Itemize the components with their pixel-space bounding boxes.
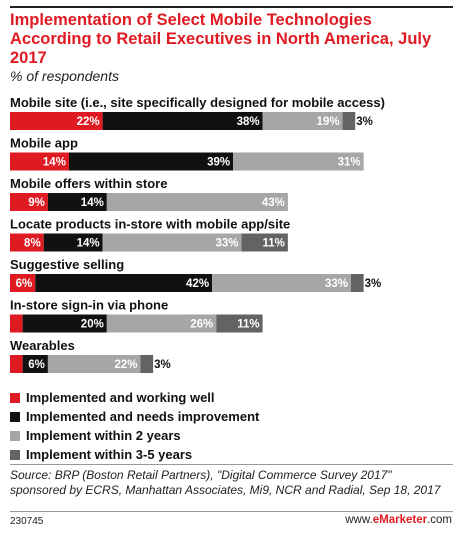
data-label: 9% — [28, 197, 45, 209]
data-label: 14% — [77, 238, 100, 250]
data-label: 14% — [81, 197, 104, 209]
legend-swatch-needs-improvement — [10, 411, 20, 422]
data-label: 3% — [365, 278, 382, 290]
source-note: Source: BRP (Boston Retail Partners), "D… — [10, 468, 441, 497]
data-label: 31% — [338, 157, 361, 169]
data-label: 26% — [190, 319, 213, 331]
data-label: 39% — [207, 157, 230, 169]
data-label: 8% — [24, 238, 41, 250]
data-label: 3% — [154, 359, 171, 371]
data-label: 19% — [317, 116, 340, 128]
category-label-locate-products-in-store-with-mobile-app-site: Locate products in-store with mobile app… — [10, 217, 290, 232]
bar-segment-suggestive-selling-series-0 — [10, 274, 36, 292]
bar-segment-in-store-sign-in-via-series-0 — [10, 314, 23, 333]
chart-subtitle: % of respondents — [10, 68, 119, 84]
legend-item-within-2-years: Implement within 2 years — [10, 426, 259, 445]
bar-segment-mobile-site-i-e-site-series-1 — [102, 112, 263, 130]
footer-rule — [10, 464, 453, 465]
legend-swatch-within-3-5-years — [10, 449, 20, 460]
bar-segment-in-store-sign-in-via-series-3 — [216, 314, 263, 333]
category-label-suggestive-selling: Suggestive selling — [10, 257, 124, 272]
category-label-mobile-offers-within-store: Mobile offers within store — [10, 176, 167, 191]
legend-label: Implemented and needs improvement — [26, 409, 260, 424]
legend-item-within-3-5-years: Implement within 3-5 years — [10, 445, 259, 464]
top-rule — [10, 6, 453, 8]
legend-swatch-implemented-well — [10, 392, 20, 403]
bar-segment-mobile-app-series-2 — [233, 152, 364, 171]
legend-label: Implemented and working well — [26, 390, 215, 405]
bar-segment-wearables-series-3 — [140, 355, 154, 373]
bar-segment-mobile-site-i-e-site-series-0 — [10, 112, 103, 130]
category-label-wearables: Wearables — [10, 338, 75, 353]
bar-segment-mobile-offers-within-series-2 — [106, 193, 288, 211]
bar-segment-locate-products-in-s-series-2 — [102, 233, 242, 252]
bar-segment-mobile-app-series-0 — [10, 152, 69, 171]
footer-bottom-rule — [10, 511, 453, 512]
category-label-in-store-sign-in-via-phone: In-store sign-in via phone — [10, 298, 168, 313]
bar-segment-locate-products-in-s-series-3 — [241, 233, 288, 252]
bar-segment-wearables-series-2 — [47, 355, 141, 373]
legend-item-implemented-well: Implemented and working well — [10, 388, 259, 407]
data-label: 22% — [77, 116, 100, 128]
bar-segment-suggestive-selling-series-2 — [212, 274, 352, 292]
bar-segment-mobile-site-i-e-site-series-2 — [262, 112, 343, 130]
data-label: 22% — [114, 359, 137, 371]
bar-segment-mobile-site-i-e-site-series-3 — [342, 112, 356, 130]
chart-title: Implementation of Select Mobile Technolo… — [10, 11, 432, 67]
data-label: 3% — [356, 116, 373, 128]
bar-segment-locate-products-in-s-series-0 — [10, 233, 44, 252]
bar-segment-mobile-offers-within-series-1 — [47, 193, 107, 211]
bar-segment-wearables-series-1 — [22, 355, 48, 373]
data-label: 20% — [81, 319, 104, 331]
bar-segment-mobile-offers-within-series-0 — [10, 193, 48, 211]
bar-segment-in-store-sign-in-via-series-1 — [22, 314, 107, 333]
data-label: 42% — [186, 278, 209, 290]
bar-segment-wearables-series-0 — [10, 355, 23, 373]
legend-label: Implement within 2 years — [26, 428, 181, 443]
brand-credit: www.eMarketer.com — [345, 514, 452, 526]
category-label-mobile-site-i-e-site-specifically-designed-for-mobile-access: Mobile site (i.e., site specifically des… — [10, 95, 385, 110]
brand-name: eMarketer — [372, 514, 428, 526]
legend-label: Implement within 3-5 years — [26, 447, 193, 462]
data-label: 6% — [28, 359, 45, 371]
data-label: 11% — [262, 238, 284, 250]
legend-swatch-within-2-years — [10, 430, 20, 441]
legend: Implemented and working well Implemented… — [10, 388, 259, 464]
data-label: 43% — [262, 197, 285, 209]
brand-prefix: www. — [345, 514, 373, 526]
bar-segment-suggestive-selling-series-1 — [35, 274, 213, 292]
stacked-bar-chart: Mobile site (i.e., site specifically des… — [10, 95, 385, 373]
bar-segment-locate-products-in-s-series-1 — [43, 233, 103, 252]
data-label: 33% — [325, 278, 348, 290]
data-label: 38% — [237, 116, 260, 128]
bar-segment-suggestive-selling-series-3 — [351, 274, 364, 292]
data-label: 33% — [216, 238, 239, 250]
data-label: 14% — [43, 157, 66, 169]
brand-suffix: .com — [427, 514, 452, 526]
data-label: 11% — [237, 319, 259, 331]
bar-segment-mobile-app-series-1 — [68, 152, 234, 171]
legend-item-needs-improvement: Implemented and needs improvement — [10, 407, 259, 426]
category-label-mobile-app: Mobile app — [10, 136, 78, 151]
chart-id: 230745 — [10, 516, 44, 527]
bar-segment-in-store-sign-in-via-series-2 — [106, 314, 217, 333]
data-label: 6% — [16, 278, 33, 290]
